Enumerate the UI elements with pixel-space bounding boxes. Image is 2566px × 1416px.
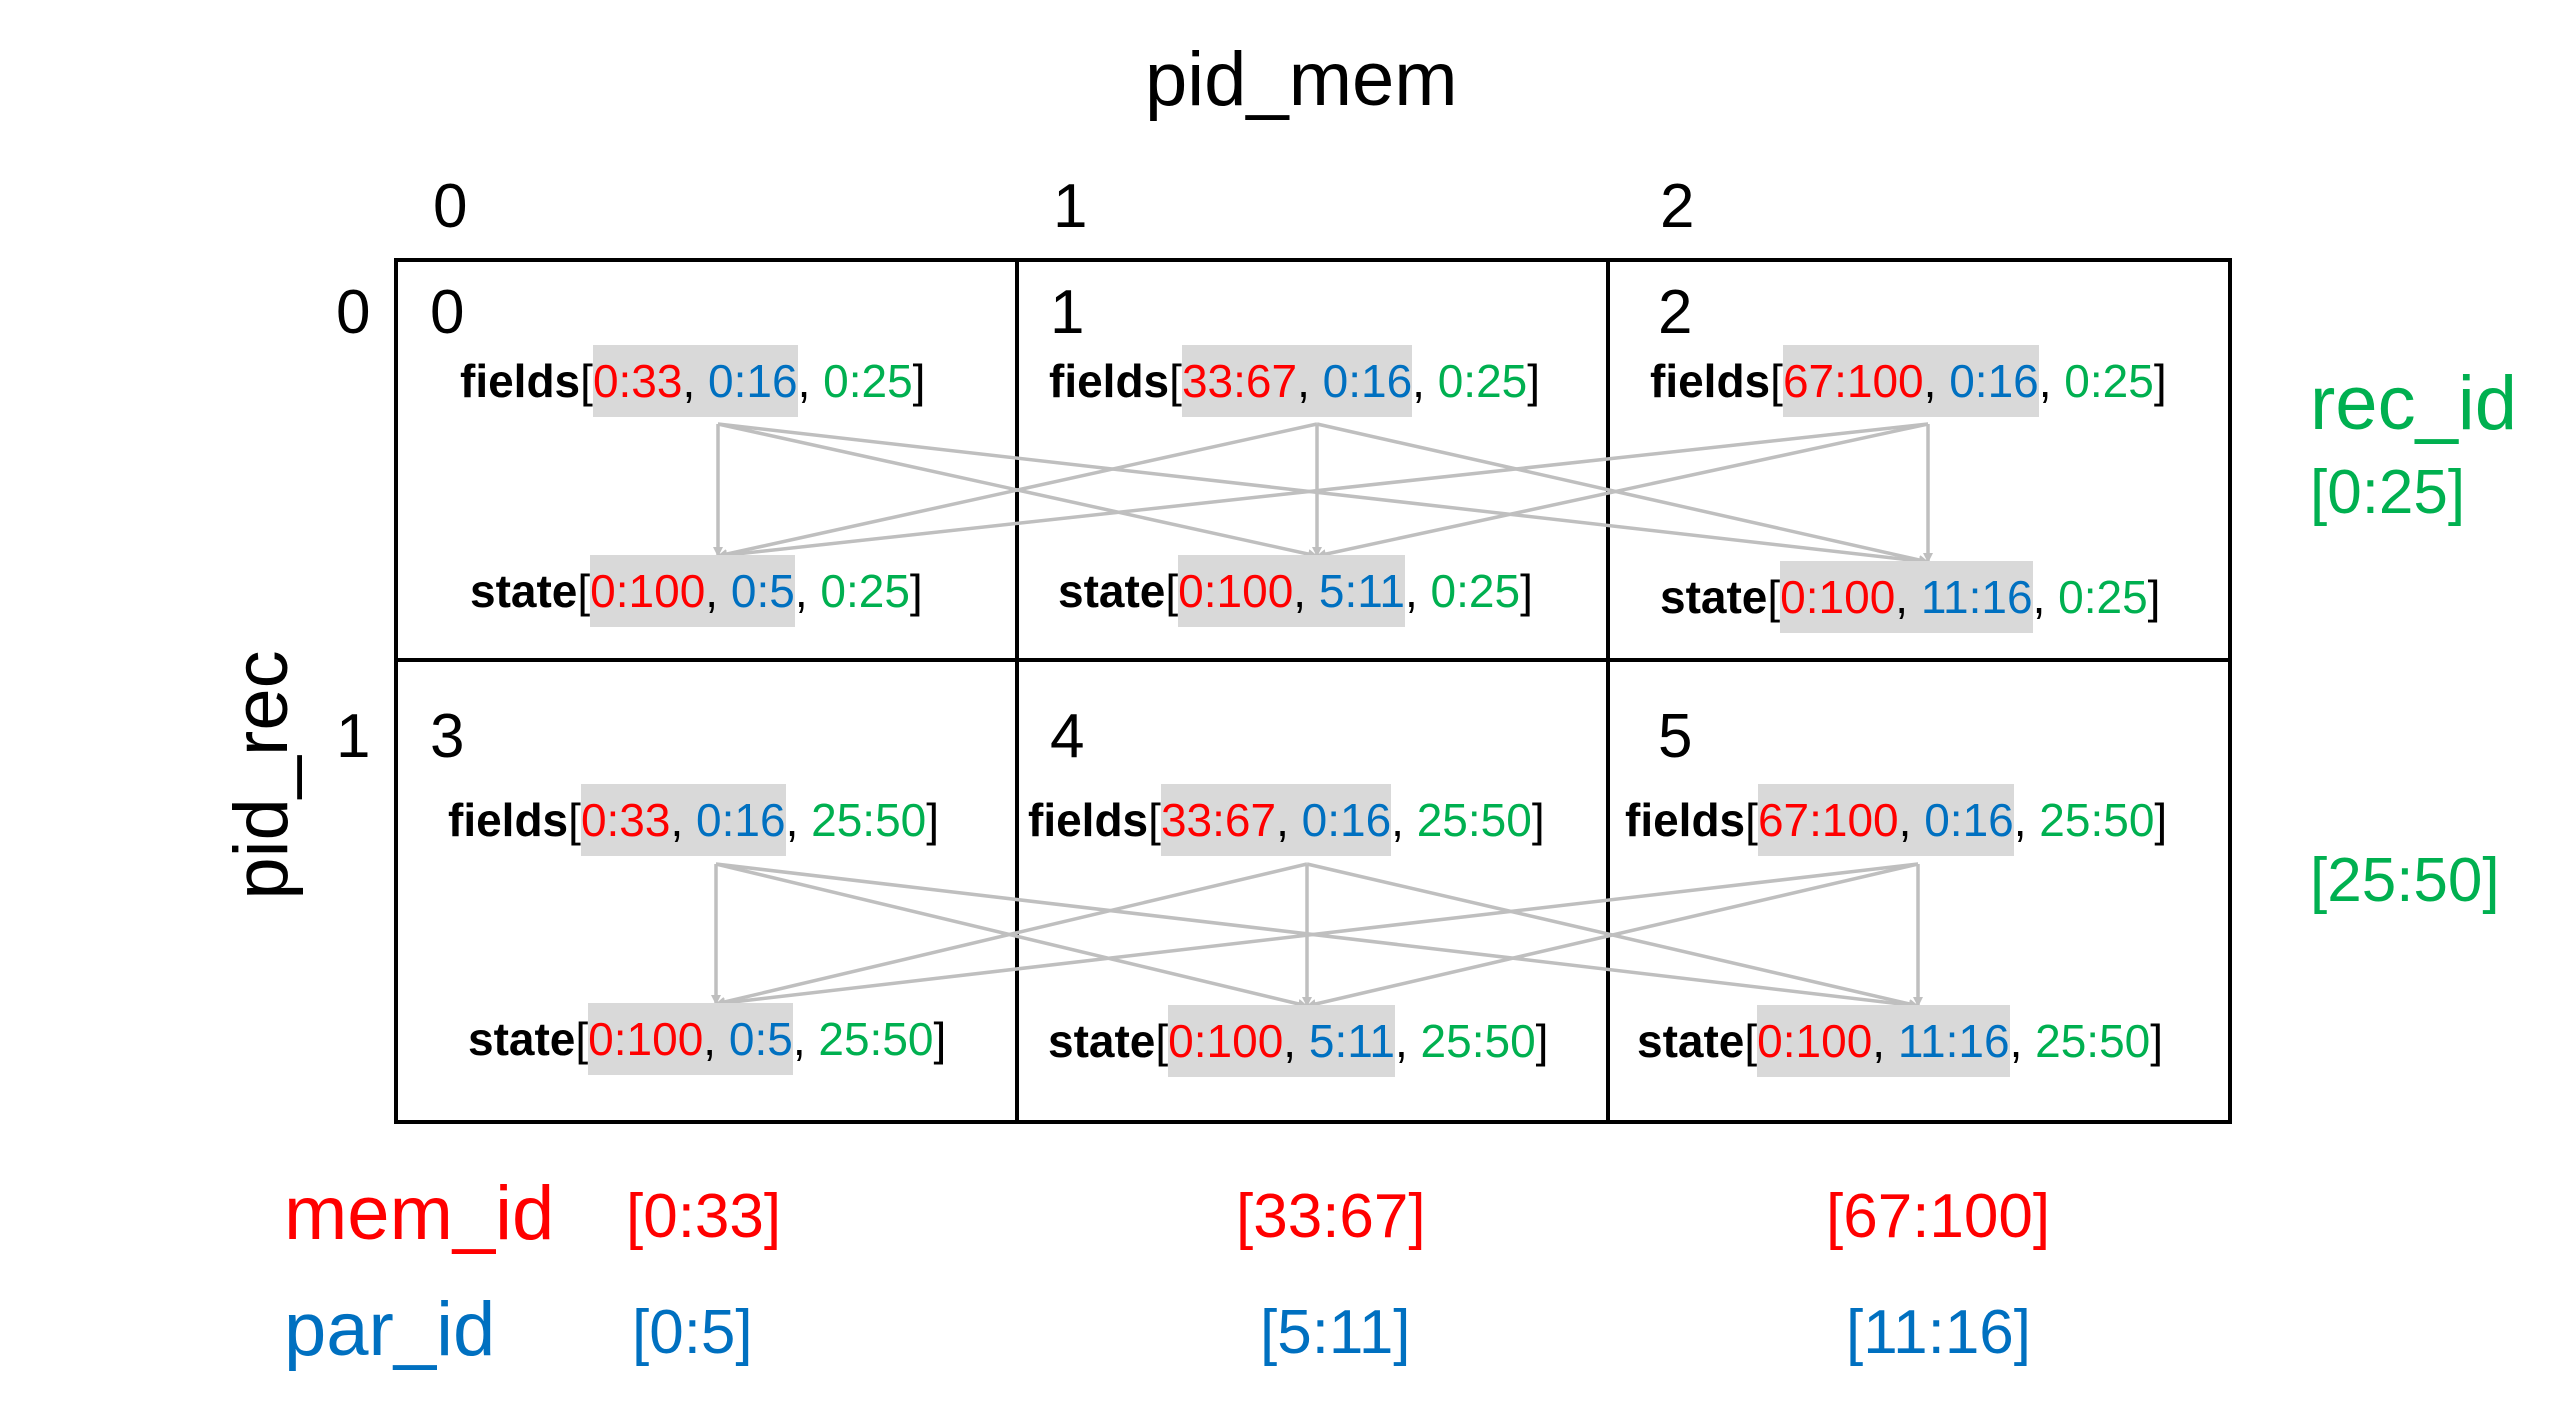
par-range: 0:16 xyxy=(1301,794,1392,846)
rec-range: 25:50 xyxy=(1420,1015,1536,1067)
rec-range: 25:50 xyxy=(811,794,927,846)
fields-expr-2: fields[67:100, 0:16, 0:25] xyxy=(1650,345,2167,417)
rec-range: 25:50 xyxy=(2039,794,2155,846)
dependency-arrow xyxy=(717,422,1318,559)
rec-range: 0:25 xyxy=(2058,571,2148,623)
mem-range: 0:100 xyxy=(1757,1015,1873,1067)
rec-id-range-1: [25:50] xyxy=(2310,846,2500,915)
rec-range: 0:25 xyxy=(1437,355,1528,407)
rec-id-label: rec_id xyxy=(2310,361,2517,446)
mem-range: 33:67 xyxy=(1160,794,1277,846)
par-range: 0:16 xyxy=(1322,355,1413,407)
grid-border xyxy=(394,258,2232,1124)
mem-range: 0:33 xyxy=(592,355,683,407)
row-label-0: 0 xyxy=(336,278,371,347)
row-label-1: 1 xyxy=(336,702,371,771)
par-range: 0:16 xyxy=(696,794,786,846)
rec-id-range-0: [0:25] xyxy=(2310,458,2466,527)
rec-range: 0:25 xyxy=(823,355,913,407)
rec-range: 25:50 xyxy=(818,1013,934,1065)
fields-expr-5: fields[67:100, 0:16, 25:50] xyxy=(1625,784,2167,856)
mem-range: 67:100 xyxy=(1782,355,1924,407)
pid-mem-title: pid_mem xyxy=(1145,37,1458,122)
cell-number-3: 3 xyxy=(430,702,465,771)
dependency-arrow xyxy=(717,422,1929,566)
rec-range: 25:50 xyxy=(2035,1015,2151,1067)
dependency-arrow xyxy=(717,422,1929,560)
mem-range: 0:33 xyxy=(580,794,671,846)
rec-range: 0:25 xyxy=(820,565,910,617)
rec-range: 25:50 xyxy=(1416,794,1532,846)
par-range: 5:11 xyxy=(1318,565,1405,617)
mem-range: 0:100 xyxy=(1178,565,1294,617)
cell-number-0: 0 xyxy=(430,278,465,347)
par-range: 0:5 xyxy=(728,1013,793,1065)
fields-expr-0: fields[0:33, 0:16, 0:25] xyxy=(460,345,925,417)
state-expr-1: state[0:100, 5:11, 0:25] xyxy=(1058,555,1533,627)
state-expr-0: state[0:100, 0:5, 0:25] xyxy=(470,555,923,627)
par-id-label: par_id xyxy=(284,1287,496,1372)
mem-id-range-2: [67:100] xyxy=(1826,1182,2051,1251)
par-id-range-2: [11:16] xyxy=(1846,1298,2032,1367)
state-expr-2: state[0:100, 11:16, 0:25] xyxy=(1660,561,2160,633)
mem-range: 0:100 xyxy=(588,1013,704,1065)
par-range: 11:16 xyxy=(1897,1015,2010,1067)
col-label-1: 1 xyxy=(1053,172,1088,241)
state-expr-4: state[0:100, 5:11, 25:50] xyxy=(1048,1005,1548,1077)
mem-range: 33:67 xyxy=(1181,355,1298,407)
dependency-arrow xyxy=(1316,422,1929,565)
mem-range: 0:100 xyxy=(1780,571,1896,623)
cell-number-2: 2 xyxy=(1658,278,1693,347)
cell-number-1: 1 xyxy=(1050,278,1085,347)
par-range: 0:16 xyxy=(708,355,798,407)
cell-number-4: 4 xyxy=(1050,702,1085,771)
par-range: 11:16 xyxy=(1920,571,2033,623)
mem-range: 0:100 xyxy=(590,565,706,617)
state-expr-3: state[0:100, 0:5, 25:50] xyxy=(468,1003,946,1075)
state-expr-5: state[0:100, 11:16, 25:50] xyxy=(1637,1005,2163,1077)
dependency-arrow xyxy=(1316,422,1929,559)
par-id-range-1: [5:11] xyxy=(1260,1298,1411,1367)
mem-id-range-0: [0:33] xyxy=(626,1182,782,1251)
fields-expr-1: fields[33:67, 0:16, 0:25] xyxy=(1049,345,1540,417)
fields-expr-4: fields[33:67, 0:16, 25:50] xyxy=(1028,784,1545,856)
cell-number-5: 5 xyxy=(1658,702,1693,771)
mem-id-range-1: [33:67] xyxy=(1236,1182,1426,1251)
par-range: 0:16 xyxy=(1949,355,2039,407)
dependency-arrow xyxy=(715,862,1919,1008)
col-label-0: 0 xyxy=(433,172,468,241)
rec-range: 0:25 xyxy=(1430,565,1521,617)
par-id-range-0: [0:5] xyxy=(632,1298,753,1367)
mem-id-label: mem_id xyxy=(284,1171,555,1256)
fields-expr-3: fields[0:33, 0:16, 25:50] xyxy=(448,784,939,856)
par-range: 0:5 xyxy=(730,565,795,617)
rec-range: 0:25 xyxy=(2064,355,2154,407)
dependency-arrows xyxy=(711,422,1933,1010)
mem-range: 67:100 xyxy=(1757,794,1899,846)
mem-range: 0:100 xyxy=(1168,1015,1284,1067)
dependency-arrow xyxy=(715,862,1308,1007)
dependency-arrow xyxy=(1306,862,1919,1009)
col-label-2: 2 xyxy=(1660,172,1695,241)
par-range: 0:16 xyxy=(1924,794,2014,846)
par-range: 5:11 xyxy=(1308,1015,1395,1067)
